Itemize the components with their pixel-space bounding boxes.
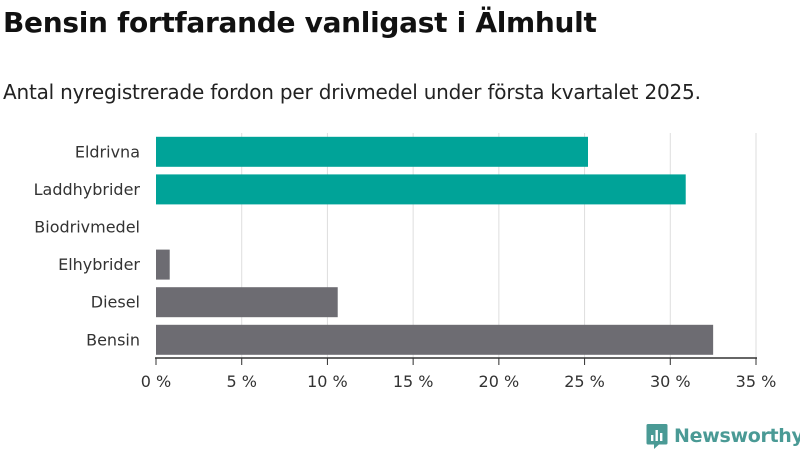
x-tick-label: 0 % <box>141 372 171 391</box>
bar-laddhybrider <box>156 174 686 205</box>
newsworthy-logo: Newsworthy <box>646 421 800 451</box>
x-tick-label: 20 % <box>479 372 520 391</box>
bar-chart-speech-bubble-icon <box>646 423 668 449</box>
category-label: Eldrivna <box>75 142 140 161</box>
x-tick-label: 30 % <box>650 372 691 391</box>
bar-chart: Eldrivna Laddhybrider Biodrivmedel Elhybrid… <box>34 133 777 391</box>
category-label: Bensin <box>86 330 140 349</box>
chart-subtitle: Antal nyregistrerade fordon per drivmede… <box>3 80 701 104</box>
category-label: Laddhybrider <box>34 180 141 199</box>
bar-eldrivna <box>156 136 588 167</box>
x-tick-label: 35 % <box>736 372 777 391</box>
brand-name: Newsworthy <box>674 425 800 447</box>
category-label: Diesel <box>91 293 140 312</box>
x-axis: 0 % 5 % 10 % 15 % 20 % 25 % 30 % 35 % <box>141 357 777 391</box>
bar-diesel <box>156 287 338 318</box>
category-labels: Eldrivna Laddhybrider Biodrivmedel Elhybrid… <box>34 142 141 349</box>
chart-title: Bensin fortfarande vanligast i Älmhult <box>3 6 597 39</box>
x-tick-label: 25 % <box>564 372 605 391</box>
category-label: Elhybrider <box>58 255 140 274</box>
bar-elhybrider <box>156 249 170 280</box>
x-tick-label: 15 % <box>393 372 434 391</box>
bars <box>156 136 714 355</box>
x-tick-label: 5 % <box>226 372 256 391</box>
category-label: Biodrivmedel <box>34 218 140 237</box>
bar-bensin <box>156 324 714 355</box>
x-tick-label: 10 % <box>307 372 348 391</box>
